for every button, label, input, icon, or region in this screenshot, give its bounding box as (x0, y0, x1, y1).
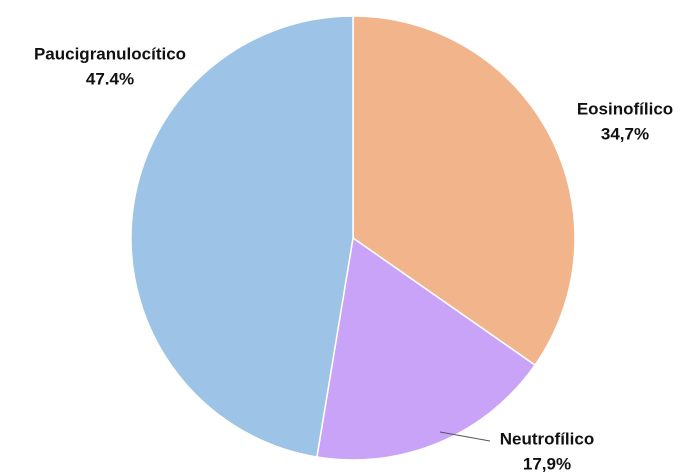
slice-label: Eosinofílico (577, 99, 673, 118)
slice-value-label: 47.4% (86, 69, 134, 88)
pie-slice (352, 15, 576, 367)
slice-value-label: 17,9% (523, 454, 571, 473)
slice-value-label: 34,7% (601, 124, 649, 143)
slice-label: Neutrofílico (500, 429, 594, 448)
leader-line (439, 431, 491, 442)
pie-slice (316, 236, 537, 461)
slice-label: Paucigranulocítico (34, 44, 186, 63)
pie-slice (130, 15, 354, 458)
